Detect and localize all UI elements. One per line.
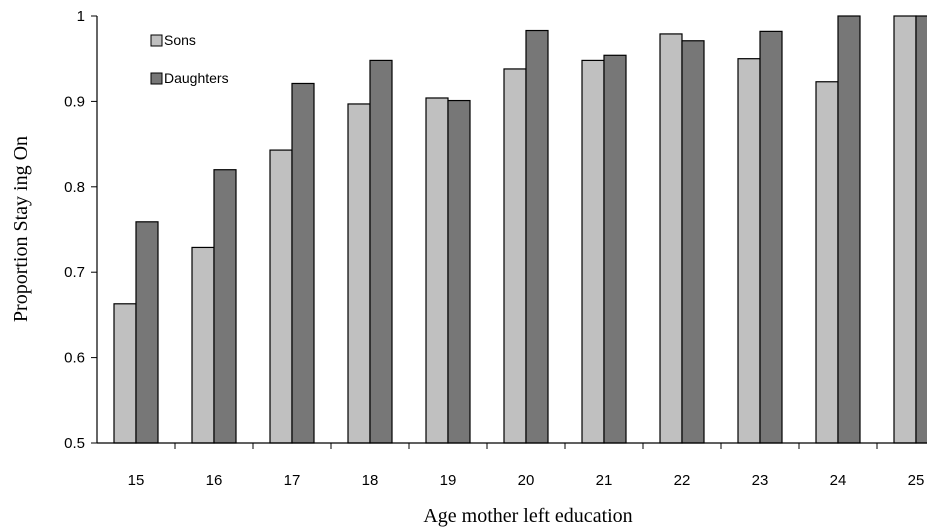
bar-sons-25 <box>893 15 917 444</box>
bar-sons-24 <box>815 81 839 444</box>
bar-sons-20 <box>503 68 527 444</box>
bar-daughters-20 <box>525 29 549 444</box>
bar-sons-18 <box>347 103 371 444</box>
y-tick-label: 0.7 <box>64 264 85 281</box>
bar-daughters-23 <box>759 30 783 444</box>
x-tick-label: 21 <box>596 472 613 489</box>
bar-daughters-21 <box>603 54 627 444</box>
bar-daughters-25 <box>915 15 927 444</box>
x-tick-label: 23 <box>752 472 769 489</box>
legend: Sons Daughters <box>150 32 229 86</box>
bar-sons-23 <box>737 58 761 444</box>
bars-layer <box>113 15 927 444</box>
x-axis-ticks: 15 16 17 18 19 20 21 22 23 24 25 <box>128 443 925 489</box>
x-axis-title: Age mother left education <box>423 505 632 527</box>
bar-daughters-17 <box>291 82 315 444</box>
legend-swatch-daughters <box>150 72 163 85</box>
bar-sons-19 <box>425 97 449 444</box>
y-tick-label: 0.9 <box>64 93 85 110</box>
y-axis-title: Proportion Stay ing On <box>10 136 32 322</box>
bar-sons-16 <box>191 246 215 444</box>
legend-label-sons: Sons <box>164 32 196 48</box>
legend-label-daughters: Daughters <box>164 70 229 86</box>
y-axis-ticks: 0.5 0.6 0.7 0.8 0.9 1 <box>64 8 97 452</box>
x-tick-label: 15 <box>128 472 145 489</box>
bar-sons-22 <box>659 33 683 444</box>
bar-daughters-16 <box>213 169 237 444</box>
y-tick-label: 1 <box>77 8 85 25</box>
x-tick-label: 18 <box>362 472 379 489</box>
y-tick-label: 0.6 <box>64 350 85 367</box>
bar-daughters-24 <box>837 15 861 444</box>
bar-sons-21 <box>581 59 605 444</box>
x-tick-label: 25 <box>908 472 925 489</box>
x-tick-label: 16 <box>206 472 223 489</box>
y-tick-label: 0.8 <box>64 179 85 196</box>
bar-daughters-19 <box>447 99 471 444</box>
x-tick-label: 17 <box>284 472 301 489</box>
x-tick-label: 22 <box>674 472 691 489</box>
bar-daughters-18 <box>369 59 393 444</box>
y-tick-label: 0.5 <box>64 435 85 452</box>
x-tick-label: 20 <box>518 472 535 489</box>
bar-sons-17 <box>269 149 293 444</box>
legend-swatch-sons <box>150 34 163 47</box>
x-tick-label: 24 <box>830 472 847 489</box>
x-tick-label: 19 <box>440 472 457 489</box>
bar-daughters-22 <box>681 40 705 444</box>
bar-sons-15 <box>113 303 137 444</box>
bar-daughters-15 <box>135 221 159 444</box>
